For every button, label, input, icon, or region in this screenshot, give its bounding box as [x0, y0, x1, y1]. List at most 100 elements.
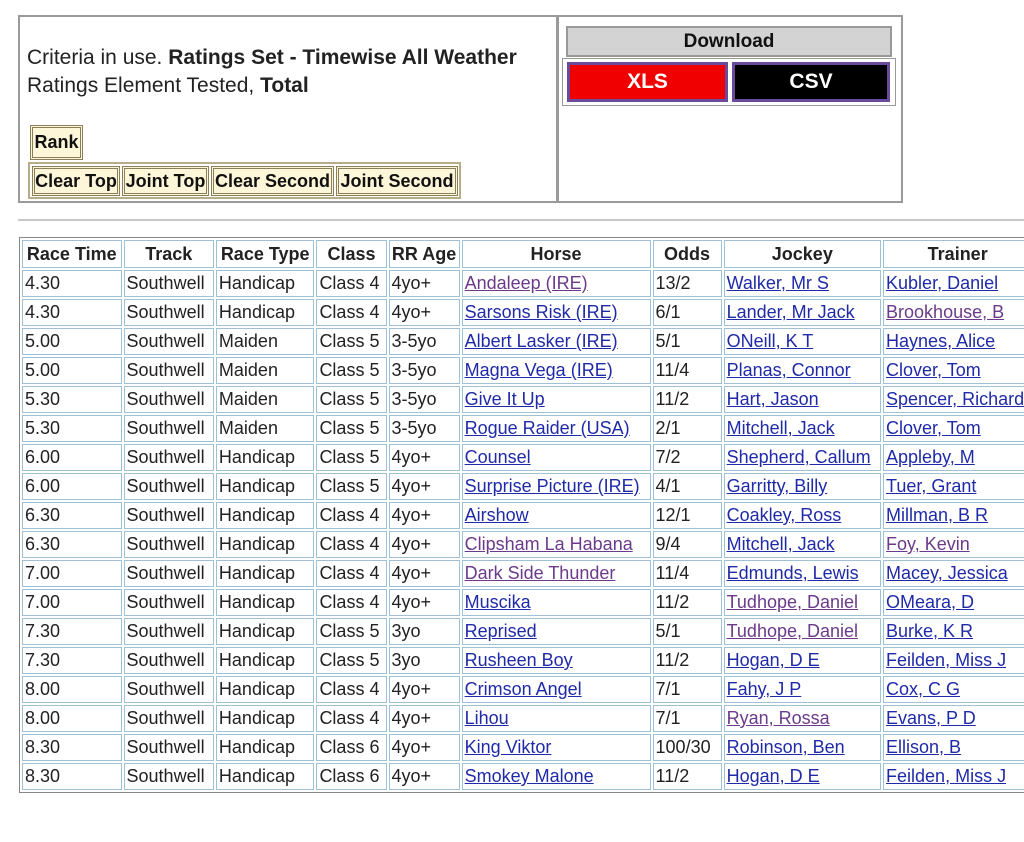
element-prefix: Ratings Element Tested,	[27, 74, 255, 97]
table-row: 7.30 Southwell Handicap Class 5 3yo Rusheen B…	[22, 647, 1024, 674]
cell-link[interactable]: Counsel	[464, 447, 531, 467]
table-cell: Give It Up	[461, 386, 651, 413]
cell-link[interactable]: Give It Up	[464, 389, 545, 409]
table-cell: OMeara, D	[883, 589, 1024, 616]
cell-link[interactable]: Garritty, Billy	[726, 476, 828, 496]
cell-link[interactable]: Planas, Connor	[726, 360, 851, 380]
table-cell: 4yo+	[388, 502, 460, 529]
table-cell: 6.30	[22, 502, 122, 529]
column-header: Class	[316, 240, 387, 268]
cell-link[interactable]: Mitchell, Jack	[726, 418, 835, 438]
table-cell: Counsel	[461, 444, 651, 471]
table-cell: Magna Vega (IRE)	[461, 357, 651, 384]
cell-link[interactable]: Airshow	[464, 505, 529, 525]
criteria-panel: Criteria in use. Ratings Set - Timewise …	[18, 15, 557, 203]
cell-link[interactable]: Edmunds, Lewis	[726, 563, 859, 583]
cell-link[interactable]: Lander, Mr Jack	[726, 302, 855, 322]
cell-link[interactable]: Muscika	[464, 592, 531, 612]
table-cell: Southwell	[123, 473, 214, 500]
cell-link[interactable]: Kubler, Daniel	[886, 273, 999, 293]
cell-link[interactable]: Crimson Angel	[464, 679, 582, 699]
table-cell: Albert Lasker (IRE)	[461, 328, 651, 355]
cell-link[interactable]: Ellison, B	[886, 737, 962, 757]
criteria-prefix: Criteria in use.	[27, 46, 163, 69]
table-cell: Southwell	[123, 763, 214, 790]
cell-link[interactable]: Tuer, Grant	[886, 476, 977, 496]
cell-link[interactable]: Tudhope, Daniel	[726, 592, 859, 612]
column-header: Trainer	[883, 240, 1024, 268]
cell-link[interactable]: Feilden, Miss J	[886, 766, 1007, 786]
table-cell: Handicap	[215, 589, 315, 616]
cell-link[interactable]: Millman, B R	[886, 505, 989, 525]
table-cell: Hart, Jason	[723, 386, 882, 413]
cell-link[interactable]: Appleby, M	[886, 447, 975, 467]
cell-link[interactable]: Walker, Mr S	[726, 273, 829, 293]
cell-link[interactable]: Shepherd, Callum	[726, 447, 871, 467]
cell-link[interactable]: Albert Lasker (IRE)	[464, 331, 618, 351]
cell-link[interactable]: Clipsham La Habana	[464, 534, 633, 554]
cell-link[interactable]: Rogue Raider (USA)	[464, 418, 630, 438]
cell-link[interactable]: Tudhope, Daniel	[726, 621, 859, 641]
cell-link[interactable]: Sarsons Risk (IRE)	[464, 302, 618, 322]
table-cell: Coakley, Ross	[723, 502, 882, 529]
cell-link[interactable]: Andaleep (IRE)	[464, 273, 588, 293]
table-cell: 8.30	[22, 734, 122, 761]
table-row: 7.30 Southwell Handicap Class 5 3yo Reprised 5…	[22, 618, 1024, 645]
cell-link[interactable]: Rusheen Boy	[464, 650, 573, 670]
table-cell: Dark Side Thunder	[461, 560, 651, 587]
cell-link[interactable]: ONeill, K T	[726, 331, 814, 351]
cell-link[interactable]: Hogan, D E	[726, 650, 820, 670]
table-cell: Tuer, Grant	[883, 473, 1024, 500]
table-cell: Foy, Kevin	[883, 531, 1024, 558]
table-cell: Tudhope, Daniel	[723, 618, 882, 645]
table-cell: 11/2	[652, 763, 722, 790]
cell-link[interactable]: Haynes, Alice	[886, 331, 996, 351]
cell-link[interactable]: Foy, Kevin	[886, 534, 970, 554]
table-cell: Cox, C G	[883, 676, 1024, 703]
cell-link[interactable]: Coakley, Ross	[726, 505, 842, 525]
table-cell: 4yo+	[388, 473, 460, 500]
table-cell: Class 5	[316, 386, 387, 413]
table-row: 7.00 Southwell Handicap Class 4 4yo+ Dark Sid…	[22, 560, 1024, 587]
table-cell: Class 5	[316, 647, 387, 674]
cell-link[interactable]: Magna Vega (IRE)	[464, 360, 613, 380]
sort-button[interactable]: Joint Second	[336, 166, 458, 196]
cell-link[interactable]: Feilden, Miss J	[886, 650, 1007, 670]
cell-link[interactable]: OMeara, D	[886, 592, 975, 612]
sort-button[interactable]: Joint Top	[122, 166, 209, 196]
table-cell: Handicap	[215, 473, 315, 500]
table-cell: 3-5yo	[388, 328, 460, 355]
table-cell: Appleby, M	[883, 444, 1024, 471]
cell-link[interactable]: Fahy, J P	[726, 679, 802, 699]
sort-button[interactable]: Clear Top	[32, 166, 120, 196]
column-header: Track	[123, 240, 214, 268]
cell-link[interactable]: Spencer, Richard	[886, 389, 1024, 409]
rank-button[interactable]: Rank	[30, 125, 83, 160]
cell-link[interactable]: Cox, C G	[886, 679, 961, 699]
sort-button[interactable]: Clear Second	[211, 166, 334, 196]
cell-link[interactable]: Burke, K R	[886, 621, 974, 641]
cell-link[interactable]: Ryan, Rossa	[726, 708, 830, 728]
cell-link[interactable]: Macey, Jessica	[886, 563, 1008, 583]
xls-button[interactable]: XLS	[567, 62, 728, 102]
cell-link[interactable]: Robinson, Ben	[726, 737, 845, 757]
cell-link[interactable]: Smokey Malone	[464, 766, 594, 786]
cell-link[interactable]: Evans, P D	[886, 708, 976, 728]
table-cell: Reprised	[461, 618, 651, 645]
cell-link[interactable]: Lihou	[464, 708, 509, 728]
cell-link[interactable]: Clover, Tom	[886, 418, 981, 438]
table-cell: 4.30	[22, 270, 122, 297]
table-cell: Handicap	[215, 618, 315, 645]
cell-link[interactable]: Mitchell, Jack	[726, 534, 835, 554]
cell-link[interactable]: Surprise Picture (IRE)	[464, 476, 640, 496]
csv-button[interactable]: CSV	[732, 62, 890, 102]
cell-link[interactable]: Dark Side Thunder	[464, 563, 616, 583]
table-cell: Lander, Mr Jack	[723, 299, 882, 326]
cell-link[interactable]: Reprised	[464, 621, 537, 641]
table-cell: Shepherd, Callum	[723, 444, 882, 471]
cell-link[interactable]: Clover, Tom	[886, 360, 981, 380]
cell-link[interactable]: Hogan, D E	[726, 766, 820, 786]
cell-link[interactable]: King Viktor	[464, 737, 552, 757]
cell-link[interactable]: Brookhouse, B	[886, 302, 1005, 322]
cell-link[interactable]: Hart, Jason	[726, 389, 819, 409]
